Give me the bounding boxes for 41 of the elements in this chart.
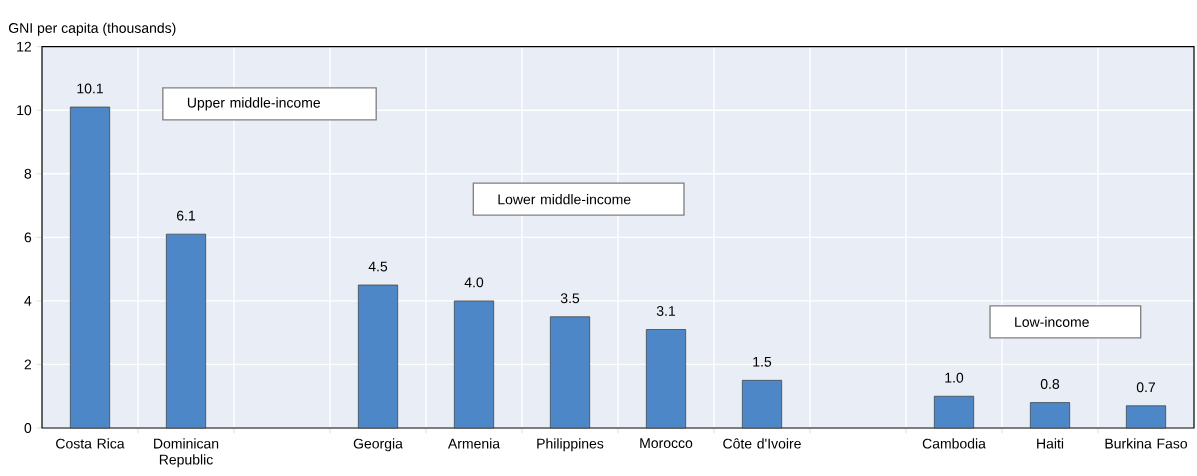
y-tick-label: 4	[24, 296, 32, 306]
bar	[645, 329, 687, 429]
y-axis-title: GNI per capita (thousands)	[8, 22, 176, 36]
y-tick-label: 8	[24, 168, 32, 179]
y-tick-label: 10	[17, 105, 32, 116]
data-label: 4.5	[368, 261, 388, 272]
bar	[165, 233, 207, 429]
annotation: Low-income	[1015, 316, 1089, 328]
data-label: 3.1	[656, 305, 676, 316]
bar	[933, 395, 975, 429]
y-tick-label: 12	[17, 41, 32, 52]
bar	[1125, 405, 1167, 429]
x-tick-label: Dominican Republic	[154, 438, 219, 468]
x-tick-label: Côte d'Ivoire	[723, 438, 801, 449]
bar	[453, 300, 495, 429]
data-label: 0.8	[1040, 379, 1060, 389]
annotation: Upper middle-income	[187, 97, 321, 111]
bar	[741, 379, 783, 429]
bar	[357, 284, 399, 429]
data-label: 1.0	[945, 372, 964, 383]
bar	[549, 316, 591, 429]
bar	[1029, 402, 1071, 429]
data-label: 10.1	[77, 83, 103, 94]
x-tick-label: Armenia	[447, 438, 501, 449]
x-tick-label: Morocco	[640, 438, 693, 449]
bar	[69, 106, 111, 429]
x-tick-label: Cambodia	[922, 438, 986, 449]
x-tick-label: Philippines	[537, 438, 604, 452]
annotation: Lower middle-income	[498, 194, 631, 205]
data-label: 6.1	[176, 210, 196, 221]
data-label: 1.5	[753, 356, 772, 367]
y-tick-label: 6	[24, 232, 32, 243]
x-tick-label: Georgia	[353, 438, 403, 452]
y-tick-label: 0	[24, 423, 32, 433]
y-tick-label: 2	[24, 359, 32, 370]
data-label: 3.5	[560, 293, 580, 304]
x-tick-label: Burkina Faso	[1105, 438, 1188, 449]
data-label: 0.7	[1136, 382, 1156, 393]
x-tick-label: Haiti	[1037, 438, 1064, 449]
data-label: 4.0	[464, 277, 484, 288]
x-tick-label: Costa Rica	[56, 438, 125, 449]
